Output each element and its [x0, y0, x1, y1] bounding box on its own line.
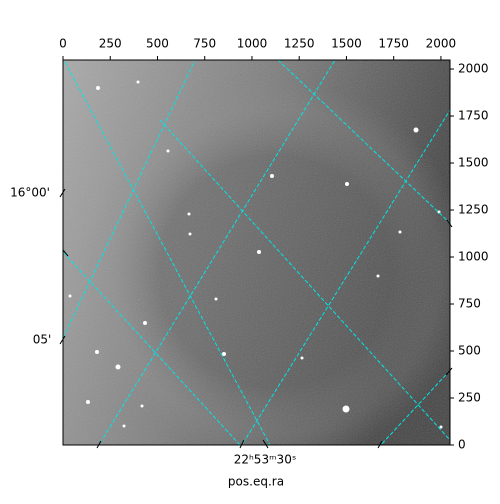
x-tick-label: 2000 — [426, 37, 457, 51]
x-tick-label: 250 — [99, 37, 122, 51]
frame — [62, 59, 451, 446]
x-tick-label: 1000 — [237, 37, 268, 51]
y-tick-label: 2000 — [458, 62, 489, 76]
y-tick-label: 0 — [458, 438, 466, 452]
ra-tick-label: 22ʰ53ᵐ30ˢ — [234, 453, 297, 467]
coordinate-grid — [63, 60, 450, 445]
world-ticks — [59, 188, 453, 449]
x-tick-label: 1750 — [378, 37, 409, 51]
dec-tick-label: 05' — [33, 333, 52, 347]
x-tick-label: 1500 — [331, 37, 362, 51]
dec-tick-label: 16°00' — [10, 186, 50, 200]
x-tick-label: 0 — [59, 37, 67, 51]
y-tick-label: 1000 — [458, 250, 489, 264]
y-tick-label: 500 — [458, 344, 481, 358]
y-tick-label: 250 — [458, 391, 481, 405]
x-tick-label: 500 — [146, 37, 169, 51]
y-tick-label: 750 — [458, 297, 481, 311]
x-tick-label: 750 — [193, 37, 216, 51]
x-axis-label: pos.eq.ra — [228, 475, 284, 489]
sky-image — [63, 60, 450, 445]
y-tick-label: 1250 — [458, 203, 489, 217]
y-tick-label: 1750 — [458, 109, 489, 123]
x-tick-label: 1250 — [284, 37, 315, 51]
y-tick-label: 1500 — [458, 156, 489, 170]
